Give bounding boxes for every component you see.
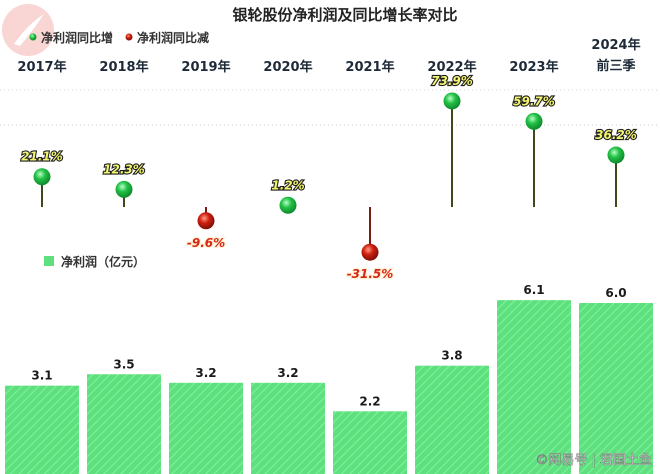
profit-bar — [497, 300, 571, 474]
growth-dot-positive — [279, 196, 297, 214]
year-label: 2023年 — [509, 59, 558, 75]
year-label: 2019年 — [181, 59, 230, 75]
profit-bar — [333, 411, 407, 474]
growth-dot-positive — [33, 168, 51, 186]
growth-label: 73.9% — [431, 74, 473, 88]
growth-label: 12.3% — [103, 162, 145, 176]
gridlines — [0, 89, 660, 126]
profit-bar-value: 2.2 — [359, 394, 380, 408]
legend-dot-up-icon — [29, 33, 37, 41]
growth-label: 1.2% — [271, 178, 304, 192]
growth-dot-positive — [525, 112, 543, 130]
profit-bar — [415, 365, 489, 474]
profit-bars — [5, 300, 653, 474]
legend-growth-down: 净利润同比减 — [137, 30, 209, 45]
profit-bar-value: 3.8 — [441, 349, 462, 363]
legend-profit: 净利润（亿元） — [44, 254, 145, 269]
profit-bar-value: 3.2 — [195, 366, 216, 380]
profit-bar — [5, 385, 79, 474]
year-labels: 2017年 2018年 2019年 2020年 2021年 2022年 2023年 2024年… — [17, 37, 640, 75]
growth-dot-positive — [607, 146, 625, 164]
growth-label: 21.1% — [21, 150, 63, 164]
growth-label: -9.6% — [187, 236, 225, 250]
year-label: 2017年 — [17, 59, 66, 75]
growth-dot-negative — [197, 212, 215, 230]
watermark: ©网易号 | 君国土鱼 — [535, 452, 652, 468]
growth-labels: 21.1% 12.3% -9.6% 1.2% -31.5% 73.9% 59.7% 36.2% — [20, 73, 638, 282]
year-label: 2021年 — [345, 59, 394, 75]
growth-dot-positive — [443, 92, 461, 110]
year-label: 2022年 — [427, 59, 476, 75]
growth-dot-negative — [361, 243, 379, 261]
profit-values: 3.1 3.5 3.2 3.2 2.2 3.8 6.1 6.0 — [30, 282, 628, 410]
profit-bar-value: 6.0 — [605, 286, 626, 300]
logo-icon — [2, 4, 54, 56]
legend-bar-swatch-icon — [44, 256, 54, 266]
profit-bar-value: 3.5 — [113, 357, 134, 371]
year-label: 2020年 — [263, 59, 312, 75]
profit-bar-value: 3.1 — [31, 369, 52, 383]
profit-bar — [169, 382, 243, 474]
profit-bar — [251, 382, 325, 474]
legend-growth: 净利润同比增 净利润同比减 — [29, 30, 209, 45]
year-label: 2018年 — [99, 59, 148, 75]
growth-dots — [33, 92, 625, 261]
growth-label: 36.2% — [595, 128, 637, 142]
profit-bar-value: 6.1 — [523, 283, 544, 297]
growth-label: -31.5% — [347, 267, 394, 281]
legend-profit-label: 净利润（亿元） — [61, 254, 145, 269]
profit-bar — [87, 374, 161, 474]
profit-bar-value: 3.2 — [277, 366, 298, 380]
growth-dot-positive — [115, 180, 133, 198]
legend-dot-down-icon — [125, 33, 133, 41]
year-label: 2024年 — [591, 37, 640, 53]
legend-growth-up: 净利润同比增 — [41, 30, 113, 45]
year-label: 前三季 — [596, 58, 635, 74]
profit-bar — [579, 303, 653, 474]
chart-title: 银轮股份净利润及同比增长率对比 — [232, 6, 457, 24]
growth-label: 59.7% — [513, 94, 555, 108]
